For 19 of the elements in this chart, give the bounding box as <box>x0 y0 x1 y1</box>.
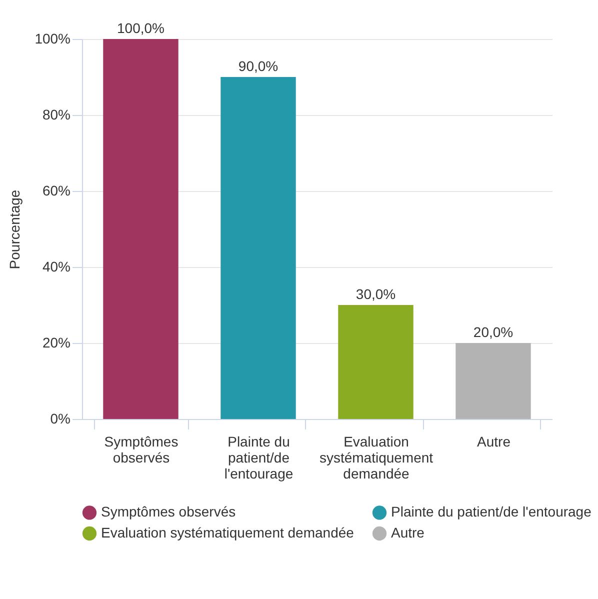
legend-label: Evaluation systématiquement demandée <box>101 524 354 540</box>
legend-label: Autre <box>391 524 425 540</box>
x-tick-label: Plainte du patient/de l'entourage <box>224 434 294 482</box>
legend-label: Plainte du patient/de l'entourage <box>391 504 592 520</box>
data-label: 30,0% <box>356 286 396 302</box>
x-tick-label: Symptômes observés <box>104 434 178 466</box>
y-tick-label: 40% <box>42 258 70 274</box>
data-label: 20,0% <box>473 324 514 340</box>
data-label: 100,0% <box>117 20 164 36</box>
x-tick-label: Evaluation systématiquement demandée <box>319 434 434 482</box>
y-tick-label: 80% <box>42 106 70 122</box>
data-label: 90,0% <box>238 58 278 74</box>
y-tick-label: 0% <box>50 410 70 426</box>
y-tick-label: 60% <box>42 182 70 198</box>
y-tick-label: 100% <box>34 30 70 46</box>
y-tick-label: 20% <box>42 334 70 350</box>
legend-label: Symptômes observés <box>101 504 236 520</box>
y-axis-title: Pourcentage <box>6 190 23 270</box>
x-tick-label: Autre <box>477 434 511 450</box>
